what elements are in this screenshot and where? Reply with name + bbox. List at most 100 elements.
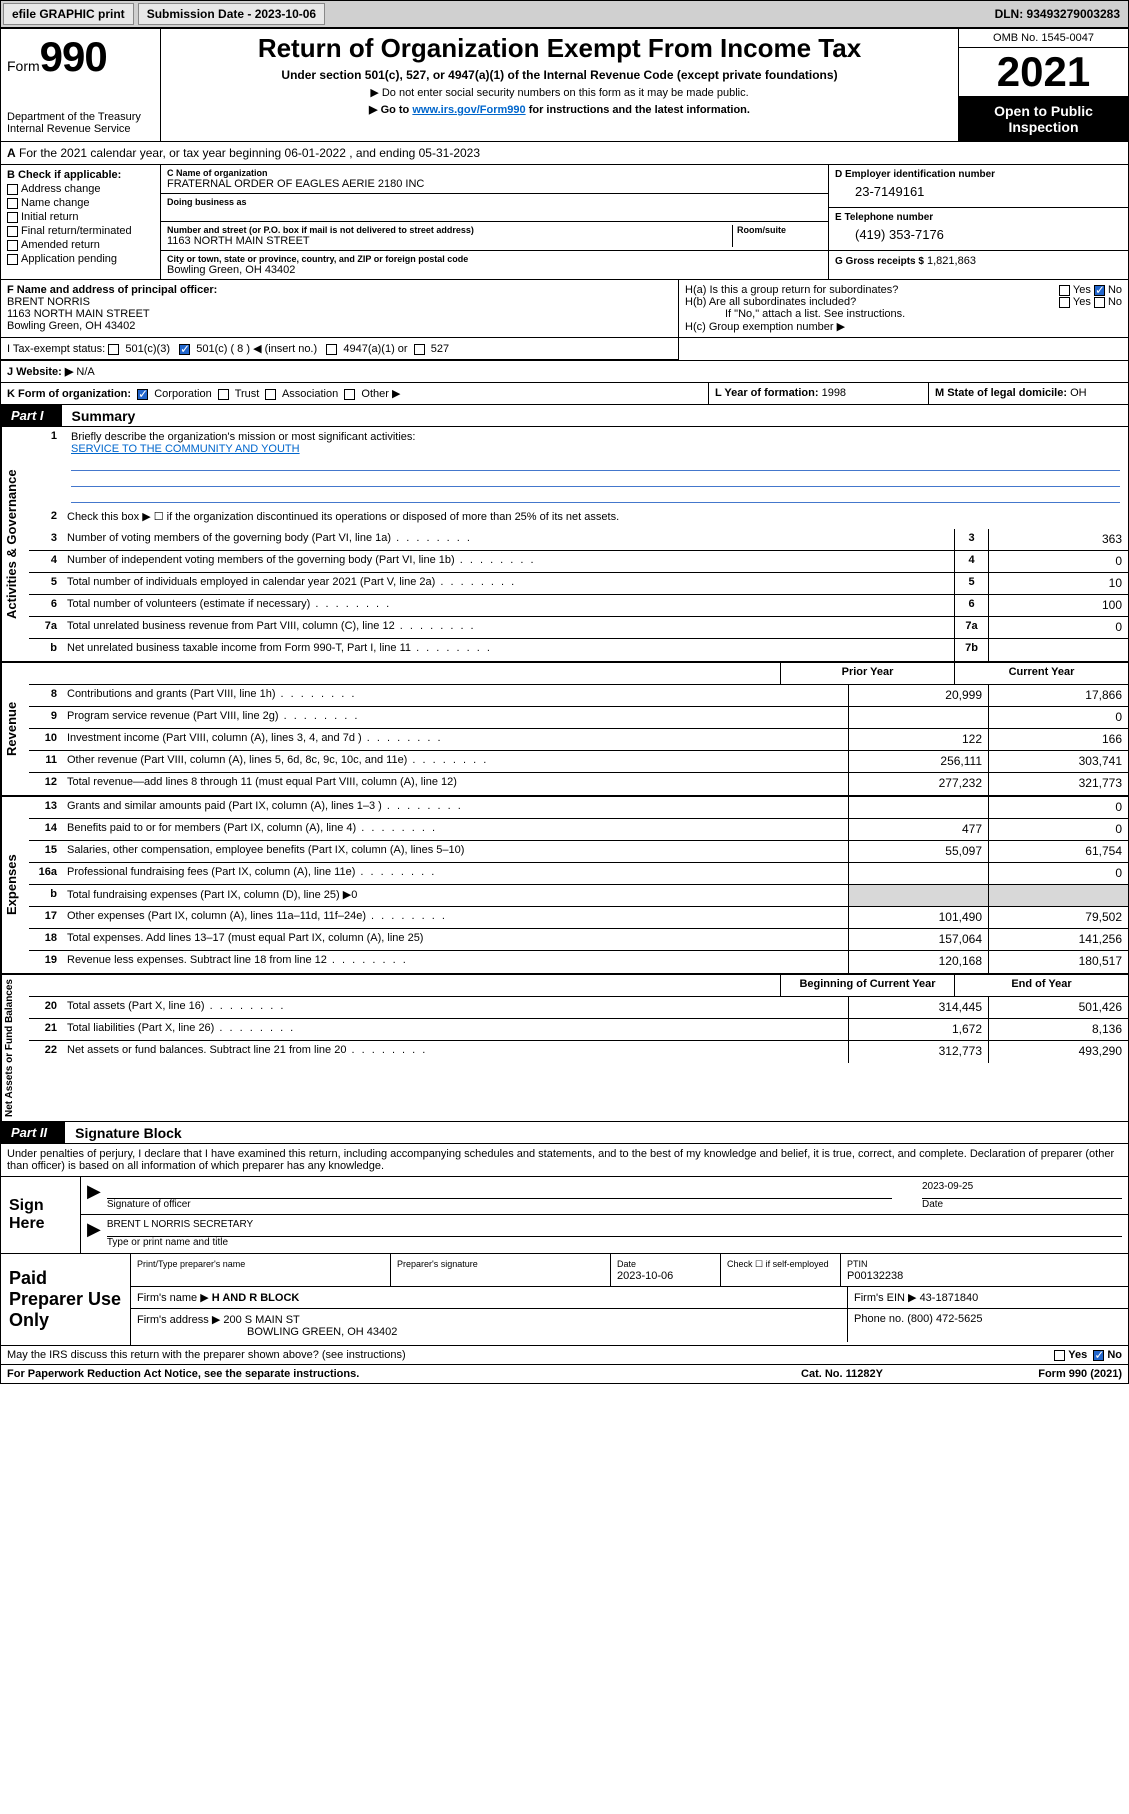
cat-no: Cat. No. 11282Y (742, 1368, 942, 1380)
mission-label: Briefly describe the organization's miss… (71, 431, 415, 443)
l16b-current (988, 885, 1128, 906)
l19-prior: 120,168 (848, 951, 988, 973)
chk-other[interactable] (344, 389, 355, 400)
signature-block: Under penalties of perjury, I declare th… (1, 1144, 1128, 1254)
paperwork-notice: For Paperwork Reduction Act Notice, see … (7, 1368, 742, 1380)
hb-no[interactable] (1094, 297, 1105, 308)
dln: DLN: 93493279003283 (995, 7, 1126, 21)
l8-text: Contributions and grants (Part VIII, lin… (63, 685, 848, 706)
l8-num: 8 (29, 685, 63, 706)
line-3-text: Number of voting members of the governin… (63, 529, 954, 550)
form-number: 990 (40, 33, 107, 80)
chk-initial-return[interactable] (7, 212, 18, 223)
gross-receipts-value: 1,821,863 (927, 255, 976, 267)
l21-prior: 1,672 (848, 1019, 988, 1040)
section-f: F Name and address of principal officer:… (1, 280, 678, 337)
prior-year-hdr: Prior Year (780, 663, 954, 684)
lbl-4947: 4947(a)(1) or (343, 343, 407, 355)
ha-no[interactable] (1094, 285, 1105, 296)
l20-num: 20 (29, 997, 63, 1018)
chk-527[interactable] (414, 344, 425, 355)
line-1-num: 1 (29, 427, 63, 507)
chk-name-change[interactable] (7, 198, 18, 209)
tax-status-label: I Tax-exempt status: (7, 343, 105, 355)
hb-yes-lbl: Yes (1073, 296, 1091, 308)
l17-num: 17 (29, 907, 63, 928)
discuss-yes-lbl: Yes (1068, 1349, 1087, 1361)
chk-address-change[interactable] (7, 184, 18, 195)
chk-501c3[interactable] (108, 344, 119, 355)
dept-treasury: Department of the Treasury (7, 111, 154, 123)
chk-corp[interactable] (137, 389, 148, 400)
prep-date-hdr: Date (617, 1259, 636, 1269)
tax-year-range: For the 2021 calendar year, or tax year … (19, 146, 480, 160)
lbl-other: Other ▶ (361, 388, 400, 400)
line-7a-box: 7a (954, 617, 988, 638)
governance-block: Activities & Governance 1 Briefly descri… (1, 427, 1128, 663)
discuss-no[interactable] (1093, 1350, 1104, 1361)
ha-yes-lbl: Yes (1073, 284, 1091, 296)
line-4-box: 4 (954, 551, 988, 572)
section-b-header: B Check if applicable: (7, 169, 154, 181)
lbl-name-change: Name change (21, 197, 90, 209)
officer-label: F Name and address of principal officer: (7, 284, 672, 296)
chk-501c[interactable] (179, 344, 190, 355)
l20-prior: 314,445 (848, 997, 988, 1018)
prep-name-hdr: Print/Type preparer's name (137, 1259, 245, 1269)
l13-num: 13 (29, 797, 63, 818)
website-value: N/A (76, 366, 94, 378)
part1-tab: Part I (1, 405, 62, 426)
l11-text: Other revenue (Part VIII, column (A), li… (63, 751, 848, 772)
firm-ein: 43-1871840 (920, 1292, 979, 1304)
website-label: J Website: ▶ (7, 366, 73, 378)
l15-text: Salaries, other compensation, employee b… (63, 841, 848, 862)
efile-print-button[interactable]: efile GRAPHIC print (3, 3, 134, 25)
form-org-row: K Form of organization: Corporation Trus… (1, 383, 1128, 405)
chk-assoc[interactable] (265, 389, 276, 400)
l19-current: 180,517 (988, 951, 1128, 973)
irs-form990-link[interactable]: www.irs.gov/Form990 (412, 104, 525, 116)
ptin-val: P00132238 (847, 1270, 903, 1282)
part1-title: Summary (62, 408, 136, 424)
l15-num: 15 (29, 841, 63, 862)
sig-date: 2023-09-25 (922, 1181, 1122, 1199)
form-org-label: K Form of organization: (7, 388, 131, 400)
l22-current: 493,290 (988, 1041, 1128, 1063)
hb-yes[interactable] (1059, 297, 1070, 308)
penalty-text: Under penalties of perjury, I declare th… (1, 1144, 1128, 1176)
lbl-assoc: Association (282, 388, 338, 400)
form-word: Form (7, 58, 40, 74)
firm-ein-lbl: Firm's EIN ▶ (854, 1292, 917, 1304)
chk-trust[interactable] (218, 389, 229, 400)
mission-text[interactable]: SERVICE TO THE COMMUNITY AND YOUTH (71, 443, 300, 455)
l9-num: 9 (29, 707, 63, 728)
chk-final-return[interactable] (7, 226, 18, 237)
ha-yes[interactable] (1059, 285, 1070, 296)
l21-text: Total liabilities (Part X, line 26) (63, 1019, 848, 1040)
chk-app-pending[interactable] (7, 254, 18, 265)
section-h: H(a) Is this a group return for subordin… (678, 280, 1128, 337)
gross-receipts-label: G Gross receipts $ (835, 256, 924, 267)
section-b-checkboxes: B Check if applicable: Address change Na… (1, 165, 161, 279)
arrow-icon: ▶ (87, 1181, 101, 1210)
discuss-yes[interactable] (1054, 1350, 1065, 1361)
goto-link-line: ▶ Go to www.irs.gov/Form990 for instruct… (169, 103, 950, 116)
right-info-block: D Employer identification number 23-7149… (828, 165, 1128, 279)
l8-current: 17,866 (988, 685, 1128, 706)
l12-num: 12 (29, 773, 63, 795)
firm-addr1: 200 S MAIN ST (223, 1314, 299, 1326)
officer-name: BRENT NORRIS (7, 296, 672, 308)
org-info-block: B Check if applicable: Address change Na… (1, 165, 1128, 280)
chk-amended[interactable] (7, 240, 18, 251)
omb-number: OMB No. 1545-0047 (959, 29, 1128, 48)
l11-num: 11 (29, 751, 63, 772)
section-j: J Website: ▶ N/A (1, 361, 678, 382)
l16a-num: 16a (29, 863, 63, 884)
l22-prior: 312,773 (848, 1041, 988, 1063)
lbl-corp: Corporation (154, 388, 211, 400)
tax-year: 2021 (959, 48, 1128, 97)
l16b-text: Total fundraising expenses (Part IX, col… (63, 885, 848, 906)
chk-4947[interactable] (326, 344, 337, 355)
expenses-block: Expenses 13Grants and similar amounts pa… (1, 797, 1128, 975)
section-c-block: C Name of organization FRATERNAL ORDER O… (161, 165, 828, 279)
